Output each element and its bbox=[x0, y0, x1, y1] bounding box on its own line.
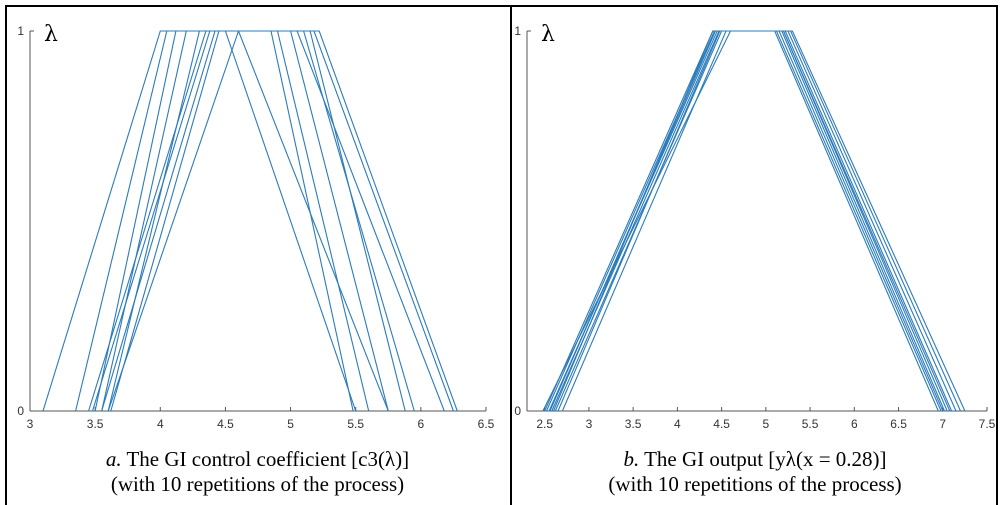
chart2-xtick-label: 7 bbox=[939, 417, 946, 431]
chart1-series-1 bbox=[42, 30, 357, 412]
chart1-xtick-label: 6 bbox=[418, 417, 425, 431]
chart2-series-4 bbox=[551, 30, 948, 412]
chart2-series-1 bbox=[544, 30, 939, 412]
chart2-xtick-label: 2.5 bbox=[536, 417, 553, 431]
chart1-series-9 bbox=[88, 30, 454, 412]
caption-b-math: [yλ(x = 0.28)] bbox=[768, 447, 887, 471]
chart2-xtick-label: 4.5 bbox=[713, 417, 730, 431]
panel-divider bbox=[510, 5, 512, 505]
chart1-series-10 bbox=[107, 30, 458, 412]
chart1-xtick-label: 6.5 bbox=[478, 417, 495, 431]
chart1-ylabel: λ bbox=[44, 22, 58, 47]
caption-a-text: The GI control coefficient bbox=[126, 447, 346, 471]
caption-b: b. The GI output [yλ(x = 0.28)] (with 10… bbox=[512, 447, 998, 497]
chart2-ytick-label: 1 bbox=[514, 24, 521, 38]
caption-a-math: [c3(λ)] bbox=[351, 447, 410, 471]
chart1-series-4 bbox=[101, 30, 370, 412]
caption-b-text: The GI output bbox=[644, 447, 764, 471]
chart1-series-3 bbox=[94, 30, 354, 412]
chart2-series-6 bbox=[554, 30, 957, 412]
chart1-xtick-label: 5 bbox=[287, 417, 294, 431]
caption-b-letter: b. bbox=[623, 447, 640, 471]
chart1-ytick-label: 1 bbox=[17, 24, 24, 38]
chart2-series-2 bbox=[545, 30, 944, 412]
caption-b-line2: (with 10 repetitions of the process) bbox=[608, 472, 902, 496]
chart-b: 2.5 3 3.5 4 4.5 5 5.5 6 6.5 7 7.5 0 1 λ bbox=[514, 22, 996, 431]
chart2-xtick-label: 3.5 bbox=[625, 417, 642, 431]
caption-a-letter: a. bbox=[105, 447, 122, 471]
chart2-xtick-label: 3 bbox=[586, 417, 593, 431]
chart1-series-7 bbox=[110, 30, 415, 412]
chart1-series-2 bbox=[75, 30, 389, 412]
chart2-series-5 bbox=[552, 30, 953, 412]
chart1-xtick-label: 4.5 bbox=[217, 417, 234, 431]
chart1-series-5 bbox=[107, 30, 389, 412]
chart1-ytick-label: 0 bbox=[17, 404, 24, 418]
chart1-xtick-label: 3 bbox=[27, 417, 34, 431]
chart-a: 3 3.5 4 4.5 5 5.5 6 6.5 0 1 λ bbox=[17, 22, 495, 431]
chart2-series-7 bbox=[557, 30, 962, 412]
chart2-series-3 bbox=[548, 30, 946, 412]
chart2-xtick-label: 6.5 bbox=[890, 417, 907, 431]
chart2-series-10 bbox=[549, 30, 942, 412]
chart2-series-9 bbox=[542, 30, 951, 412]
caption-b-line1: b. The GI output [yλ(x = 0.28)] bbox=[512, 447, 998, 472]
chart2-xtick-label: 4 bbox=[674, 417, 681, 431]
figure-frame bbox=[5, 5, 998, 505]
chart2-xtick-label: 5 bbox=[763, 417, 770, 431]
chart1-series-6 bbox=[91, 30, 445, 412]
chart2-xtick-label: 5.5 bbox=[802, 417, 819, 431]
chart2-series-8 bbox=[561, 30, 966, 412]
chart2-xtick-label: 7.5 bbox=[979, 417, 996, 431]
caption-a-line1: a. The GI control coefficient [c3(λ)] bbox=[5, 447, 510, 472]
chart1-xtick-label: 3.5 bbox=[87, 417, 104, 431]
chart2-ytick-label: 0 bbox=[514, 404, 521, 418]
chart2-xtick-label: 6 bbox=[851, 417, 858, 431]
chart1-xtick-label: 5.5 bbox=[347, 417, 364, 431]
caption-a: a. The GI control coefficient [c3(λ)] (w… bbox=[5, 447, 510, 497]
chart2-ylabel: λ bbox=[541, 22, 555, 47]
chart1-xtick-label: 4 bbox=[157, 417, 164, 431]
caption-a-line2: (with 10 repetitions of the process) bbox=[110, 472, 405, 496]
